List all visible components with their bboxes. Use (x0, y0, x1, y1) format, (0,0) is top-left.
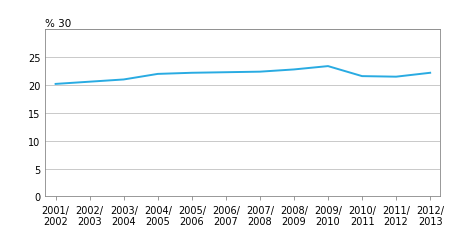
Text: % 30: % 30 (45, 19, 72, 28)
